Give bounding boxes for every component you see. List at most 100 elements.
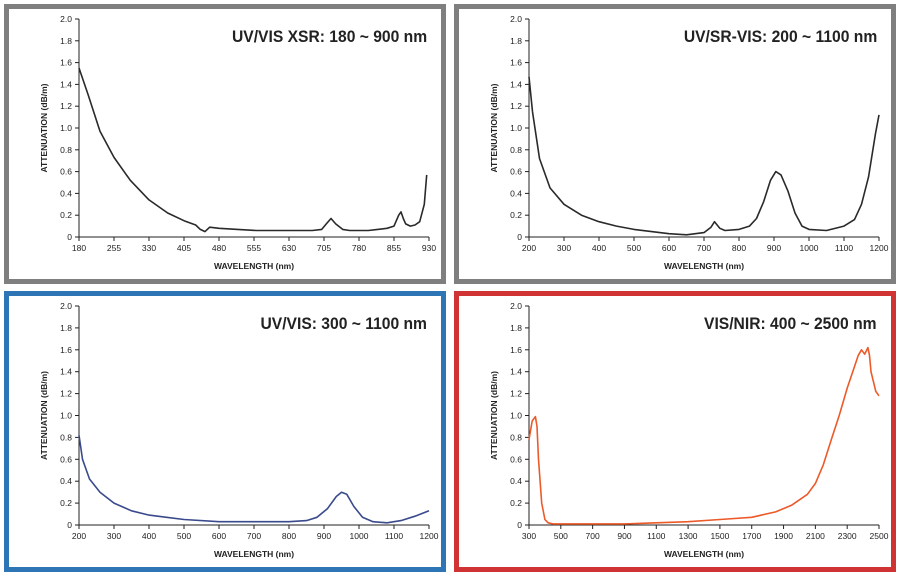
y-tick-label: 1.8	[510, 323, 522, 333]
x-tick-label: 300	[522, 531, 536, 541]
chart-svg: 0 0.2 0.4 0.6 0.8 1.0 1.2 1.4 1.6 1.8 2.0 200 300 400…	[489, 14, 889, 271]
y-tick-label: 0.6	[60, 167, 72, 177]
x-tick-label: 700	[697, 243, 711, 253]
x-tick-label: 780	[352, 243, 366, 253]
y-tick-label: 1.4	[510, 79, 522, 89]
y-axis-label: ATTENUATION (dB/m)	[39, 83, 49, 172]
y-tick-label: 1.2	[510, 389, 522, 399]
y-tick-label: 0.2	[60, 498, 72, 508]
y-tick-label: 1.8	[60, 36, 72, 46]
x-axis-label: WAVELENGTH (nm)	[664, 261, 744, 271]
x-tick-label: 1700	[742, 531, 761, 541]
series-line	[78, 435, 430, 524]
y-tick-label: 2.0	[60, 14, 72, 24]
x-tick-label: 1200	[870, 243, 889, 253]
x-tick-label: 705	[317, 243, 331, 253]
y-tick-label: 0.2	[60, 210, 72, 220]
y-tick-label: 1.6	[510, 58, 522, 68]
chart-title: VIS/NIR: 400 ~ 2500 nm	[704, 314, 877, 333]
y-tick-label: 1.0	[60, 411, 72, 421]
x-tick-label: 1300	[679, 531, 698, 541]
y-tick-label: 0	[517, 232, 522, 242]
y-tick-label: 2.0	[60, 301, 72, 311]
x-tick-label: 700	[586, 531, 600, 541]
y-tick-label: 0.2	[510, 498, 522, 508]
x-tick-label: 900	[617, 531, 631, 541]
x-tick-label: 300	[107, 531, 121, 541]
x-tick-label: 500	[554, 531, 568, 541]
y-tick-label: 1.6	[510, 345, 522, 355]
x-tick-label: 600	[662, 243, 676, 253]
y-tick-label: 0.8	[510, 145, 522, 155]
y-tick-label: 1.6	[60, 345, 72, 355]
y-tick-label: 0.6	[510, 167, 522, 177]
x-tick-label: 930	[422, 243, 436, 253]
x-tick-label: 200	[72, 531, 86, 541]
chart-panel-vis-nir: 0 0.2 0.4 0.6 0.8 1.0 1.2 1.4 1.6 1.8 2.0 300 500 700…	[454, 291, 896, 572]
y-tick-label: 1.0	[60, 123, 72, 133]
y-tick-label: 0	[67, 520, 72, 530]
x-tick-label: 2100	[806, 531, 825, 541]
y-axis-label: ATTENUATION (dB/m)	[489, 371, 499, 460]
x-tick-label: 1200	[420, 531, 439, 541]
y-tick-label: 0.6	[60, 454, 72, 464]
x-tick-label: 800	[732, 243, 746, 253]
x-tick-label: 1900	[774, 531, 793, 541]
y-tick-label: 0.8	[60, 432, 72, 442]
x-axis-label: WAVELENGTH (nm)	[214, 549, 294, 559]
x-axis-label: WAVELENGTH (nm)	[214, 261, 294, 271]
x-tick-label: 600	[212, 531, 226, 541]
x-tick-label: 480	[212, 243, 226, 253]
x-tick-label: 330	[142, 243, 156, 253]
y-tick-label: 1.2	[60, 389, 72, 399]
x-tick-label: 900	[317, 531, 331, 541]
x-tick-label: 1000	[350, 531, 369, 541]
chart-title: UV/SR-VIS: 200 ~ 1100 nm	[683, 27, 877, 46]
x-tick-label: 180	[72, 243, 86, 253]
chart-panel-uv-vis-xsr: 0 0.2 0.4 0.6 0.8 1.0 1.2 1.4 1.6 1.8 2.0 180 255 330…	[4, 4, 446, 284]
x-tick-label: 2500	[870, 531, 889, 541]
chart-svg: 0 0.2 0.4 0.6 0.8 1.0 1.2 1.4 1.6 1.8 2.0 300 500 700…	[489, 301, 889, 559]
x-tick-label: 405	[177, 243, 191, 253]
x-tick-label: 200	[522, 243, 536, 253]
x-axis-label: WAVELENGTH (nm)	[664, 549, 744, 559]
y-tick-label: 0.2	[510, 210, 522, 220]
x-tick-label: 900	[767, 243, 781, 253]
x-tick-label: 1100	[835, 243, 854, 253]
series-line	[528, 76, 880, 236]
y-tick-label: 1.0	[510, 123, 522, 133]
y-axis-label: ATTENUATION (dB/m)	[489, 83, 499, 172]
y-tick-label: 1.4	[60, 367, 72, 377]
x-tick-label: 855	[387, 243, 401, 253]
y-tick-label: 0.6	[510, 454, 522, 464]
chart-title: UV/VIS XSR: 180 ~ 900 nm	[231, 27, 427, 46]
y-tick-label: 0.8	[510, 432, 522, 442]
y-tick-label: 0	[67, 232, 72, 242]
x-tick-label: 630	[282, 243, 296, 253]
y-tick-label: 2.0	[510, 14, 522, 24]
x-tick-label: 800	[282, 531, 296, 541]
y-axis-label: ATTENUATION (dB/m)	[39, 371, 49, 460]
chart-svg: 0 0.2 0.4 0.6 0.8 1.0 1.2 1.4 1.6 1.8 2.0 200 300 400…	[39, 301, 439, 559]
x-tick-label: 500	[177, 531, 191, 541]
y-tick-label: 1.8	[510, 36, 522, 46]
series-line	[78, 67, 428, 233]
y-tick-label: 1.6	[60, 58, 72, 68]
x-tick-label: 2300	[838, 531, 857, 541]
x-tick-label: 1100	[385, 531, 404, 541]
chart-panel-uv-sr-vis: 0 0.2 0.4 0.6 0.8 1.0 1.2 1.4 1.6 1.8 2.0 200 300 400…	[454, 4, 896, 284]
y-tick-label: 1.0	[510, 411, 522, 421]
x-tick-label: 1100	[647, 531, 666, 541]
y-tick-label: 0.4	[510, 476, 522, 486]
y-tick-label: 1.2	[60, 101, 72, 111]
x-tick-label: 555	[247, 243, 261, 253]
y-tick-label: 1.8	[60, 323, 72, 333]
chart-panel-uv-vis: 0 0.2 0.4 0.6 0.8 1.0 1.2 1.4 1.6 1.8 2.0 200 300 400…	[4, 291, 446, 572]
y-tick-label: 0.4	[60, 188, 72, 198]
y-tick-label: 0	[517, 520, 522, 530]
y-tick-label: 1.4	[510, 367, 522, 377]
x-tick-label: 255	[107, 243, 121, 253]
chart-title: UV/VIS: 300 ~ 1100 nm	[260, 314, 427, 333]
y-tick-label: 1.2	[510, 101, 522, 111]
series-line	[528, 346, 880, 525]
